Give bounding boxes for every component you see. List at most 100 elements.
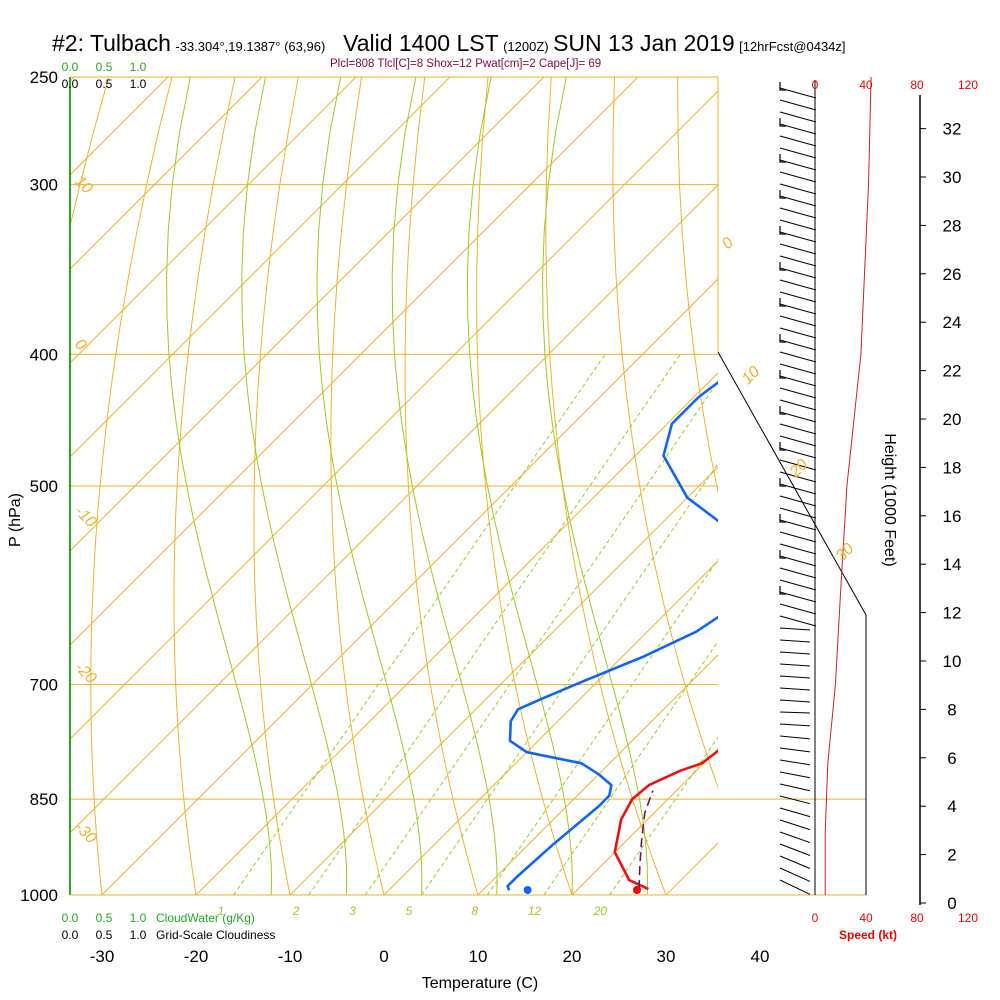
mixing-ratio-label: 8 <box>471 904 478 918</box>
surface-dewpoint-marker <box>523 886 532 894</box>
surface-temperature-marker <box>633 886 642 894</box>
wind-barb-flag <box>779 406 786 415</box>
temperature-tick-label: 20 <box>563 947 582 966</box>
wind-barb-shaft <box>779 423 817 435</box>
wind-barbs <box>779 82 817 895</box>
wind-barb-flag <box>779 442 786 451</box>
dry-adiabat-line <box>804 77 1000 895</box>
wind-barb-shaft <box>779 531 817 543</box>
speed-tick-bottom: 0 <box>812 911 819 925</box>
wind-barb-shaft <box>779 783 811 792</box>
dry-adiabat-line <box>612 77 718 789</box>
height-tick-label: 24 <box>943 313 962 332</box>
wind-barb-flag <box>779 514 786 523</box>
wind-barb-shaft <box>779 747 811 753</box>
adiabat-label: 0 <box>719 234 737 252</box>
moist-adiabat-line <box>466 77 573 895</box>
wind-barb-flag <box>779 370 786 379</box>
height-tick-label: 32 <box>943 120 962 139</box>
mixing-ratio-line <box>233 354 606 895</box>
dry-adiabat-line <box>931 77 1000 895</box>
height-tick-label: 16 <box>943 507 962 526</box>
forecast-info: [12hrFcst@0434z] <box>739 39 846 54</box>
wind-barb-shaft <box>779 819 811 831</box>
wind-barb-shaft <box>779 651 811 655</box>
isotherm-line <box>760 77 1000 895</box>
wind-barb-flag <box>779 190 786 199</box>
temperature-tick-label: 0 <box>379 947 388 966</box>
profiles <box>506 380 718 891</box>
wind-panel-border <box>717 351 867 895</box>
speed-axis-label: Speed (kt) <box>839 928 897 942</box>
cloud-water-tick-top: 0.0 <box>62 60 79 74</box>
wind-barb-flag <box>779 550 786 559</box>
wind-barb-flag <box>779 118 786 127</box>
isobars <box>70 76 866 896</box>
cloudiness-tick-top: 0.5 <box>96 77 113 91</box>
height-tick-label: 26 <box>943 265 962 284</box>
wind-barb-shaft <box>779 663 811 667</box>
height-tick-label: 28 <box>943 216 962 235</box>
pressure-tick-label: 400 <box>30 345 58 364</box>
dry-adiabat-line <box>404 77 479 895</box>
mixing-ratio-lines <box>166 77 718 895</box>
pressure-tick-label: 850 <box>30 790 58 809</box>
wind-barb-shaft <box>779 615 817 627</box>
temperature-tick-label: -10 <box>278 947 303 966</box>
pressure-tick-label: 250 <box>30 68 58 87</box>
adiabat-label: -10 <box>71 503 99 531</box>
cloud-water-tick-top: 0.5 <box>96 60 113 74</box>
wind-barb-flag <box>779 154 786 163</box>
height-tick-label: 18 <box>943 458 962 477</box>
adiabat-label: 10 <box>71 173 96 198</box>
moist-adiabat-line <box>542 77 649 895</box>
wind-barb-shaft <box>779 111 817 123</box>
dry-adiabat-line <box>741 77 948 895</box>
pressure-tick-label: 500 <box>30 477 58 496</box>
cloudiness-tick-top: 0.0 <box>62 77 79 91</box>
wind-barb-flag <box>779 226 786 235</box>
wind-barb-shaft <box>779 771 811 779</box>
dry-adiabat-line <box>545 77 667 895</box>
isotherm-line <box>70 77 451 458</box>
mixing-ratio-label: 5 <box>406 904 413 918</box>
wind-barb-shaft <box>779 327 817 339</box>
mixing-ratio-label: 20 <box>593 904 608 918</box>
adiabat-label: 10 <box>739 363 764 388</box>
mixing-ratio-line <box>486 558 718 895</box>
height-tick-label: 4 <box>947 797 956 816</box>
y-axis-title: P (hPa) <box>7 493 24 547</box>
mixing-ratio-line <box>364 380 718 895</box>
cloudiness-tick-bottom: 0.0 <box>62 928 79 942</box>
wind-barb-shaft <box>779 627 811 631</box>
wind-barb-shaft <box>779 471 817 483</box>
wind-barb-shaft <box>779 843 811 856</box>
x-axis-title: Temperature (C) <box>422 975 538 992</box>
wind-barb-shaft <box>779 723 811 727</box>
wind-barb-shaft <box>779 315 817 327</box>
height-tick-label: 10 <box>943 652 962 671</box>
wind-barb-shaft <box>779 567 817 579</box>
cloudiness-tick-bottom: 0.5 <box>96 928 113 942</box>
speed-tick-top: 120 <box>958 78 978 92</box>
isotherm-line <box>70 77 357 364</box>
temperature-profile-line <box>613 749 718 891</box>
wind-barb-shaft <box>779 579 817 591</box>
wind-barb-shaft <box>779 495 817 507</box>
wind-barb-shaft <box>779 351 817 363</box>
wind-barb-shaft <box>779 279 817 291</box>
wind-barb-shaft <box>779 387 817 399</box>
wind-barb-shaft <box>779 807 811 818</box>
height-tick-label: 22 <box>943 362 962 381</box>
valid-date: SUN 13 Jan 2019 <box>553 30 735 56</box>
wind-barb-shaft <box>779 855 811 869</box>
speed-tick-bottom: 40 <box>859 911 873 925</box>
wind-barb-shaft <box>779 711 811 714</box>
moist-adiabat-line <box>241 77 348 895</box>
mixing-ratio-label: 2 <box>292 904 300 918</box>
cloud-water-tick-bottom: 1.0 <box>130 911 147 925</box>
pressure-tick-label: 1000 <box>20 886 58 905</box>
